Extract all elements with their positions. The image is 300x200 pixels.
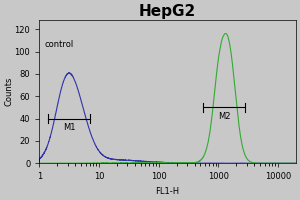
Text: M2: M2 (218, 112, 230, 121)
Text: M1: M1 (63, 123, 75, 132)
Title: HepG2: HepG2 (139, 4, 196, 19)
Text: control: control (44, 40, 74, 49)
Y-axis label: Counts: Counts (4, 77, 13, 106)
X-axis label: FL1-H: FL1-H (155, 187, 180, 196)
